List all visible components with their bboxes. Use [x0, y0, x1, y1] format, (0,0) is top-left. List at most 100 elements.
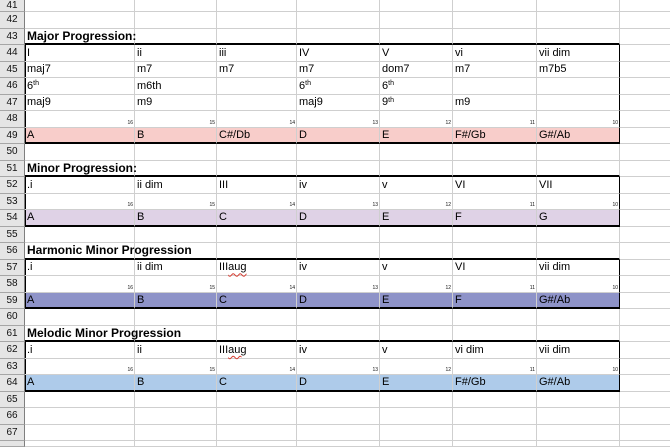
row-header[interactable]: 60	[0, 309, 25, 326]
cell[interactable]: B	[135, 375, 217, 392]
row-header[interactable]: 52	[0, 177, 25, 194]
row-header[interactable]: 62	[0, 342, 25, 359]
cell[interactable]	[135, 441, 217, 447]
cell[interactable]: iv	[297, 259, 380, 276]
cell[interactable]: ii	[135, 45, 217, 62]
cell[interactable]	[297, 12, 380, 29]
cell[interactable]: E	[380, 210, 453, 227]
cell[interactable]: iv	[297, 342, 380, 359]
cell[interactable]: dom7	[380, 61, 453, 78]
cell[interactable]: .i	[25, 259, 135, 276]
cell[interactable]	[620, 177, 670, 194]
cell[interactable]	[380, 408, 453, 425]
cell[interactable]: vii dim	[537, 45, 620, 62]
cell[interactable]: 13	[297, 358, 380, 375]
cell[interactable]: E	[380, 375, 453, 392]
cell[interactable]: 10	[537, 358, 620, 375]
cell[interactable]	[537, 226, 620, 243]
cell[interactable]: A	[25, 210, 135, 227]
cell[interactable]	[297, 391, 380, 408]
cell[interactable]	[453, 408, 537, 425]
cell[interactable]: E	[380, 292, 453, 309]
cell[interactable]: iv	[297, 177, 380, 194]
cell[interactable]	[453, 144, 537, 161]
section-title-cell[interactable]: Major Progression:	[25, 28, 136, 45]
row-header[interactable]: 56	[0, 243, 25, 260]
cell[interactable]: C#/Db	[217, 127, 297, 144]
cell[interactable]: 11	[453, 111, 537, 128]
cell[interactable]	[620, 276, 670, 293]
cell[interactable]: G#/Ab	[537, 375, 620, 392]
cell[interactable]	[620, 293, 670, 309]
cell[interactable]	[217, 78, 297, 95]
cell[interactable]: 12	[380, 193, 453, 210]
cell[interactable]	[537, 160, 620, 177]
cell[interactable]: E	[380, 127, 453, 144]
cell[interactable]: D	[297, 210, 380, 227]
cell[interactable]: 16	[25, 358, 135, 375]
cell[interactable]	[380, 325, 453, 342]
cell[interactable]	[453, 441, 537, 447]
cell[interactable]: 15	[135, 111, 217, 128]
cell[interactable]	[453, 325, 537, 342]
row-header[interactable]: 41	[0, 0, 25, 12]
cell[interactable]: 11	[453, 358, 537, 375]
cell[interactable]: .i	[25, 342, 135, 359]
cell[interactable]: ii	[135, 342, 217, 359]
cell[interactable]: F#/Gb	[453, 375, 537, 392]
cell[interactable]: B	[135, 292, 217, 309]
cell[interactable]	[620, 441, 670, 447]
cell[interactable]	[620, 243, 670, 260]
cell[interactable]: F	[453, 292, 537, 309]
cell[interactable]: m7	[135, 61, 217, 78]
cell[interactable]: v	[380, 177, 453, 194]
cell[interactable]: vii dim	[537, 342, 620, 359]
cell[interactable]: 10	[537, 193, 620, 210]
row-header[interactable]: 47	[0, 94, 25, 111]
row-header[interactable]: 42	[0, 12, 25, 29]
cell[interactable]	[453, 243, 537, 260]
cell[interactable]	[25, 12, 135, 29]
cell[interactable]	[25, 408, 135, 425]
cell[interactable]	[135, 325, 217, 342]
cell[interactable]	[25, 226, 135, 243]
cell[interactable]	[620, 210, 670, 227]
cell[interactable]	[620, 342, 670, 359]
cell[interactable]: B	[135, 210, 217, 227]
cell[interactable]	[297, 408, 380, 425]
cell[interactable]	[620, 12, 670, 29]
cell[interactable]	[217, 243, 297, 260]
cell[interactable]: 10	[537, 111, 620, 128]
cell[interactable]	[537, 94, 620, 111]
cell[interactable]	[537, 28, 620, 45]
cell[interactable]	[217, 408, 297, 425]
cell[interactable]	[453, 424, 537, 441]
cell[interactable]	[135, 391, 217, 408]
row-header[interactable]: 50	[0, 144, 25, 161]
cell[interactable]	[620, 78, 670, 95]
cell[interactable]: 12	[380, 358, 453, 375]
cell[interactable]: 15	[135, 193, 217, 210]
cell[interactable]	[380, 441, 453, 447]
cell[interactable]	[537, 408, 620, 425]
cell[interactable]: 13	[297, 276, 380, 293]
row-header[interactable]: 46	[0, 78, 25, 95]
cell[interactable]: A	[25, 375, 135, 392]
cell[interactable]	[217, 0, 297, 12]
row-header[interactable]: 49	[0, 127, 25, 144]
cell[interactable]: maj9	[25, 94, 135, 111]
cell[interactable]: 14	[217, 276, 297, 293]
cell[interactable]	[453, 28, 537, 45]
cell[interactable]: C	[217, 210, 297, 227]
cell[interactable]: m7	[297, 61, 380, 78]
cell[interactable]: C	[217, 375, 297, 392]
cell[interactable]: D	[297, 127, 380, 144]
cell[interactable]: ii dim	[135, 259, 217, 276]
cell[interactable]	[217, 309, 297, 326]
cell[interactable]: .i	[25, 177, 135, 194]
cell[interactable]	[620, 62, 670, 78]
cell[interactable]	[620, 161, 670, 177]
